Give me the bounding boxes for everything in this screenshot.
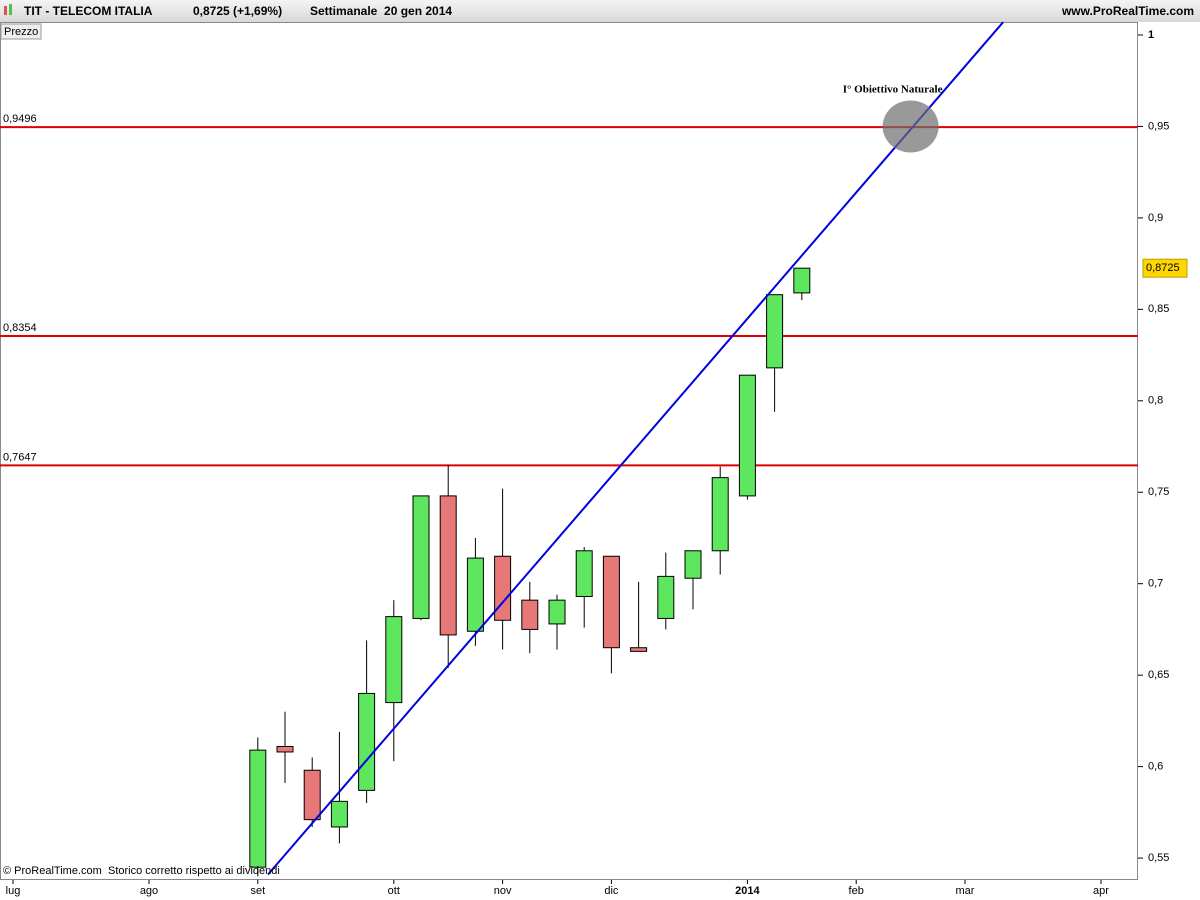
candle-body <box>766 294 784 369</box>
candle-body <box>684 550 702 579</box>
target-label: I° Obiettivo Naturale <box>843 84 943 96</box>
candle-body <box>303 769 321 821</box>
y-tick-label: 1 <box>1148 29 1154 41</box>
candle-body <box>602 555 620 649</box>
y-tick-label: 0,85 <box>1148 303 1169 315</box>
x-tick-label: mar <box>956 885 975 897</box>
x-tick-label: ott <box>388 885 400 897</box>
x-tick-label: dic <box>604 885 619 897</box>
y-tick-label: 0,9 <box>1148 212 1163 224</box>
candle-body <box>548 599 566 625</box>
panel-label: Prezzo <box>4 26 38 38</box>
x-tick-label: feb <box>849 885 864 897</box>
period: Settimanale 20 gen 2014 <box>310 4 452 18</box>
x-tick-label: 2014 <box>735 885 760 897</box>
candle-body <box>385 616 403 704</box>
candle-body <box>575 550 593 597</box>
level-label: 0,9496 <box>3 113 37 125</box>
footer-note: Storico corretto rispetto ai dividendi <box>108 865 280 877</box>
header-icon <box>9 4 12 15</box>
x-tick-label: nov <box>494 885 512 897</box>
candle-body <box>330 800 348 828</box>
candle-body <box>494 555 512 621</box>
candle-body <box>657 575 675 619</box>
x-tick-label: apr <box>1093 885 1109 897</box>
copyright: © ProRealTime.com <box>3 865 102 877</box>
y-tick-label: 0,8 <box>1148 395 1163 407</box>
candle-body <box>412 495 430 619</box>
quote: 0,8725 (+1,69%) <box>193 4 282 18</box>
y-tick-label: 0,6 <box>1148 761 1163 773</box>
target-circle <box>882 100 939 153</box>
candle-body <box>630 647 648 652</box>
candle-body <box>521 599 539 630</box>
x-tick-label: set <box>250 885 265 897</box>
candle-body <box>358 692 376 791</box>
x-tick-label: lug <box>6 885 21 897</box>
candle-body <box>466 557 484 632</box>
trendline <box>267 21 1004 876</box>
last-price-box <box>1142 258 1188 278</box>
y-tick-label: 0,7 <box>1148 578 1163 590</box>
site: www.ProRealTime.com <box>1061 4 1194 18</box>
plot-frame <box>0 22 1138 880</box>
panel-label-box <box>0 23 42 40</box>
level-label: 0,8354 <box>3 322 37 334</box>
candle-body <box>249 749 267 868</box>
candle-body <box>276 745 294 753</box>
level-label: 0,7647 <box>3 451 37 463</box>
candle-body <box>711 477 729 552</box>
candle-body <box>439 495 457 636</box>
header-bar <box>0 0 1200 22</box>
y-tick-label: 0,95 <box>1148 120 1169 132</box>
y-tick-label: 0,65 <box>1148 669 1169 681</box>
y-tick-label: 0,75 <box>1148 486 1169 498</box>
y-tick-label: 0,55 <box>1148 852 1169 864</box>
last-price-label: 0,8725 <box>1146 262 1180 274</box>
symbol: TIT - TELECOM ITALIA <box>24 4 153 18</box>
x-tick-label: ago <box>140 885 158 897</box>
candle-body <box>738 374 756 497</box>
header-icon <box>4 6 7 15</box>
candle-body <box>793 267 811 294</box>
